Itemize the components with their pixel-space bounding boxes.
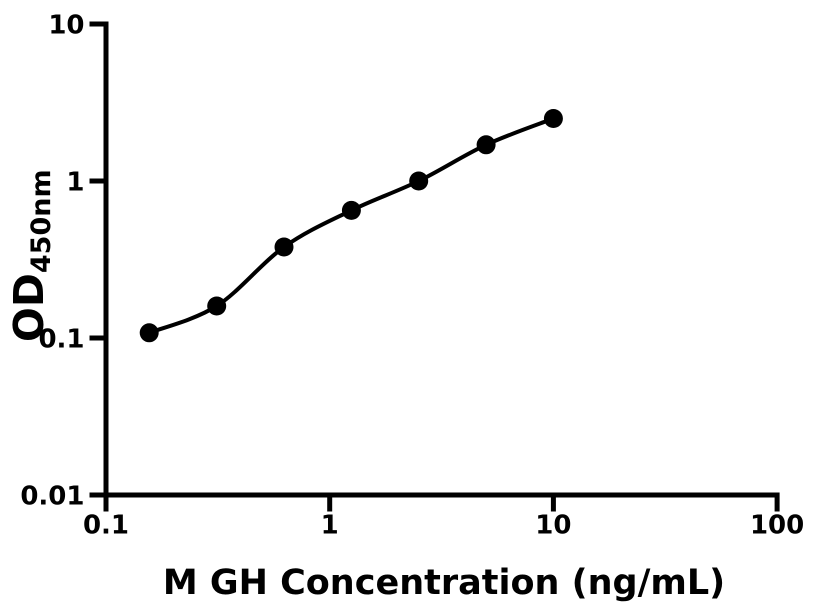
x-tick-label: 100 bbox=[750, 511, 804, 541]
y-tick-label: 1 bbox=[66, 168, 84, 198]
data-point-marker bbox=[476, 135, 496, 155]
data-point-marker bbox=[207, 296, 227, 316]
y-axis-title-main: OD bbox=[5, 273, 53, 342]
y-tick-label: 0.1 bbox=[38, 325, 84, 355]
y-axis-title: OD450nm bbox=[5, 169, 57, 342]
y-tick-label: 10 bbox=[48, 11, 84, 41]
x-tick-label: 10 bbox=[535, 511, 571, 541]
data-point-marker bbox=[409, 171, 429, 191]
data-point-marker bbox=[341, 200, 361, 220]
y-tick-label: 0.01 bbox=[20, 482, 84, 512]
y-axis-title-subscript: 450nm bbox=[26, 169, 57, 273]
x-axis-title: M GH Concentration (ng/mL) bbox=[163, 563, 725, 603]
data-point-marker bbox=[543, 109, 563, 128]
x-tick-label: 1 bbox=[321, 511, 339, 541]
data-point-marker bbox=[139, 323, 159, 343]
data-point-marker bbox=[274, 237, 294, 257]
x-tick-label: 0.1 bbox=[83, 511, 129, 541]
